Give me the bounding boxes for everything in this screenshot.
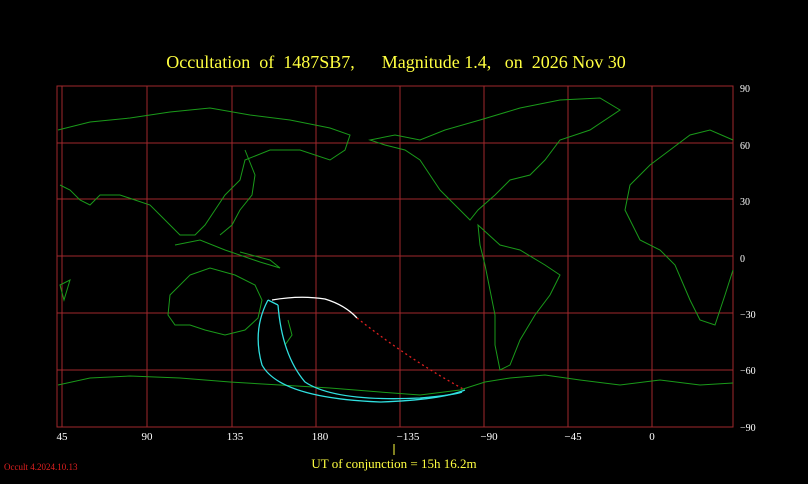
indonesia-coast (174, 239, 281, 269)
version: Occult 4.2024.10.13 (4, 462, 78, 472)
australia-coast (167, 267, 263, 336)
lat-label: 60 (740, 141, 750, 152)
lat-label: −60 (740, 366, 756, 377)
lon-label: 90 (142, 431, 154, 443)
lat-label: 90 (740, 84, 750, 95)
lat-label: −90 (740, 423, 756, 434)
path-limit (267, 299, 279, 306)
lon-label: 45 (57, 431, 69, 443)
lon-labels: 45 90 135 180 −135 −90 −45 0 (57, 431, 656, 443)
lat-label: −30 (740, 310, 756, 321)
lon-label: 0 (649, 431, 655, 443)
south-america-coast (477, 223, 561, 371)
central-line (271, 296, 358, 319)
path-limit (257, 299, 466, 403)
lon-label: 180 (312, 431, 329, 443)
graticule (56, 85, 734, 428)
north-america-coast (368, 97, 621, 221)
lon-label: 135 (227, 431, 244, 443)
lat-label: 0 (740, 254, 745, 265)
new-zealand-coast (284, 319, 293, 346)
conjunction-time: UT of conjunction = 15h 16.2m (311, 456, 476, 471)
antarctica-coast (57, 374, 734, 396)
lon-label: −45 (564, 431, 582, 443)
coastlines (57, 97, 734, 396)
lat-labels: 90 60 30 0 −30 −60 −90 (740, 84, 756, 434)
lon-label: −135 (397, 431, 420, 443)
east-asia-coast (219, 149, 256, 236)
path-limit (277, 304, 463, 400)
lat-label: 30 (740, 197, 750, 208)
madagascar-coast (59, 279, 71, 302)
europe-africa-coast (624, 129, 734, 326)
central-line-daylight (356, 317, 466, 391)
asia-coast (57, 107, 351, 236)
lon-label: −90 (480, 431, 498, 443)
occultation-path (257, 296, 466, 403)
title: Occultation of 1487SB7, Magnitude 1.4, o… (166, 52, 625, 72)
